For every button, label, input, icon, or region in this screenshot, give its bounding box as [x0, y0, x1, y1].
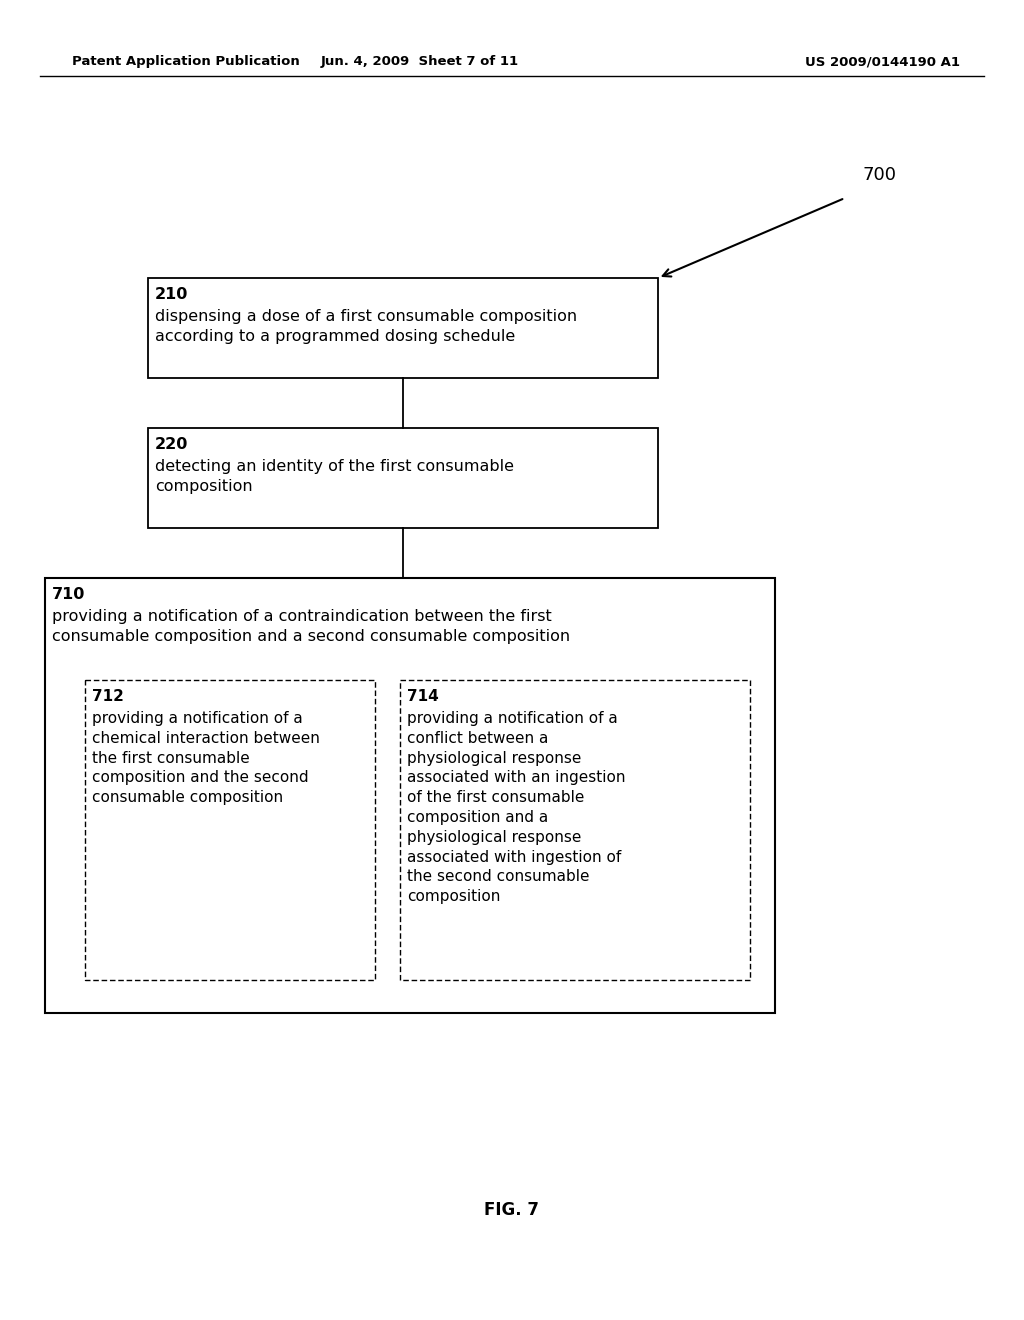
Bar — [148, 428, 658, 528]
Text: detecting an identity of the first consumable
composition: detecting an identity of the first consu… — [155, 459, 514, 494]
Text: Jun. 4, 2009  Sheet 7 of 11: Jun. 4, 2009 Sheet 7 of 11 — [321, 55, 519, 69]
Bar — [85, 680, 375, 979]
Text: providing a notification of a contraindication between the first
consumable comp: providing a notification of a contraindi… — [52, 609, 570, 644]
Bar — [45, 578, 775, 1012]
Text: dispensing a dose of a first consumable composition
according to a programmed do: dispensing a dose of a first consumable … — [155, 309, 578, 343]
Text: 710: 710 — [52, 587, 85, 602]
Bar — [400, 680, 750, 979]
Text: 714: 714 — [407, 689, 438, 704]
Text: FIG. 7: FIG. 7 — [484, 1201, 540, 1218]
Text: providing a notification of a
chemical interaction between
the first consumable
: providing a notification of a chemical i… — [92, 711, 319, 805]
Text: 220: 220 — [155, 437, 188, 451]
Text: 210: 210 — [155, 286, 188, 302]
Text: US 2009/0144190 A1: US 2009/0144190 A1 — [805, 55, 961, 69]
Bar — [148, 279, 658, 378]
Text: Patent Application Publication: Patent Application Publication — [72, 55, 300, 69]
Text: 712: 712 — [92, 689, 124, 704]
Text: providing a notification of a
conflict between a
physiological response
associat: providing a notification of a conflict b… — [407, 711, 626, 904]
Text: 700: 700 — [862, 166, 896, 183]
